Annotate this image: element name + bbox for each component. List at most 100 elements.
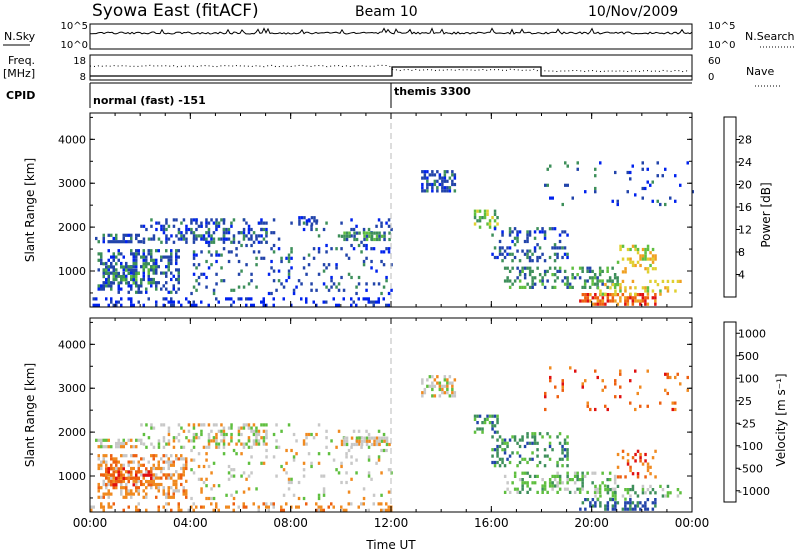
echo-cell xyxy=(598,490,602,494)
echo-cell xyxy=(421,381,424,385)
echo-cell xyxy=(611,504,615,508)
cpid-mode-themis: themis 3300 xyxy=(394,85,471,98)
colorbar-tick-label: 24 xyxy=(738,156,752,169)
echo-cell xyxy=(644,289,647,293)
echo-cell xyxy=(340,480,343,485)
echo-cell xyxy=(140,441,143,446)
echo-cell xyxy=(654,257,657,261)
echo-cell xyxy=(232,218,236,222)
echo-cell xyxy=(150,480,153,484)
echo-cell xyxy=(105,284,108,288)
echo-cell xyxy=(634,244,637,248)
echo-cell xyxy=(513,255,517,260)
echo-cell xyxy=(275,445,278,449)
echo-cell xyxy=(651,199,654,203)
echo-cell xyxy=(180,426,183,430)
echo-cell xyxy=(377,297,380,301)
echo-cell xyxy=(107,470,110,474)
echo-cell xyxy=(528,230,532,234)
echo-cell xyxy=(355,285,358,289)
echo-cell xyxy=(147,274,150,278)
echo-cell xyxy=(385,279,388,283)
echo-cell xyxy=(581,478,584,482)
echo-cell xyxy=(446,179,449,183)
echo-cell xyxy=(192,303,195,307)
echo-cell xyxy=(644,186,647,191)
echo-cell xyxy=(115,460,118,464)
echo-cell xyxy=(656,161,659,165)
echo-cell xyxy=(300,297,303,301)
echo-cell xyxy=(491,460,494,465)
echo-cell xyxy=(365,442,369,447)
echo-cell xyxy=(355,303,358,307)
colorbar-tick-label: 25 xyxy=(738,395,752,408)
echo-cell xyxy=(242,285,246,289)
echo-cell xyxy=(287,480,291,485)
echo-cell xyxy=(170,277,173,282)
echo-cell xyxy=(556,435,559,439)
echo-cell xyxy=(255,256,258,260)
echo-cell xyxy=(140,255,143,259)
echo-cell xyxy=(343,436,346,440)
echo-cell xyxy=(421,186,424,190)
echo-cell xyxy=(526,471,529,475)
echo-cell xyxy=(192,285,196,289)
echo-cell xyxy=(556,276,559,280)
echo-cell xyxy=(651,488,655,492)
echo-cell xyxy=(563,282,567,286)
echo-cell xyxy=(280,464,283,469)
echo-cell xyxy=(476,427,479,431)
echo-cell xyxy=(367,227,371,232)
echo-cell xyxy=(491,448,494,452)
echo-cell xyxy=(508,490,512,494)
echo-cell xyxy=(367,471,371,475)
echo-cell xyxy=(496,421,499,425)
echo-cell xyxy=(621,507,625,511)
echo-cell xyxy=(182,234,186,238)
echo-cell xyxy=(626,302,630,306)
echo-cell xyxy=(566,441,569,445)
echo-cell xyxy=(377,218,381,222)
echo-cell xyxy=(516,276,519,280)
echo-cell xyxy=(611,293,615,297)
echo-cell xyxy=(636,293,640,297)
echo-cell xyxy=(639,456,642,460)
echo-cell xyxy=(526,230,529,234)
echo-cell xyxy=(107,233,110,237)
echo-cell xyxy=(566,487,569,491)
echo-cell xyxy=(297,505,300,509)
echo-cell xyxy=(593,490,597,494)
echo-cell xyxy=(438,384,442,388)
echo-cell xyxy=(654,449,657,453)
echo-cell xyxy=(606,504,610,508)
echo-cell xyxy=(142,303,145,307)
echo-cell xyxy=(155,486,158,490)
echo-cell xyxy=(606,488,610,492)
echo-cell xyxy=(631,299,635,303)
echo-cell xyxy=(170,258,173,262)
echo-cell xyxy=(155,261,158,266)
echo-cell xyxy=(355,224,358,228)
echo-cell xyxy=(110,300,113,304)
echo-cell xyxy=(280,259,283,264)
echo-cell xyxy=(563,276,567,280)
echo-cell xyxy=(112,460,115,464)
echo-cell xyxy=(222,221,226,225)
echo-cell xyxy=(215,442,218,446)
echo-cell xyxy=(252,303,255,307)
echo-cell xyxy=(601,292,605,296)
echo-cell xyxy=(313,219,316,223)
echo-cell xyxy=(122,473,125,477)
echo-cell xyxy=(641,484,645,488)
echo-cell xyxy=(345,471,348,475)
echo-cell xyxy=(526,233,529,237)
echo-cell xyxy=(586,498,590,502)
echo-cell xyxy=(247,445,251,449)
echo-cell xyxy=(654,302,657,306)
echo-cell xyxy=(553,285,557,289)
echo-cell xyxy=(362,496,366,501)
echo-cell xyxy=(165,460,168,464)
echo-cell xyxy=(621,270,625,274)
echo-cell xyxy=(526,432,529,436)
echo-cell xyxy=(496,222,499,226)
